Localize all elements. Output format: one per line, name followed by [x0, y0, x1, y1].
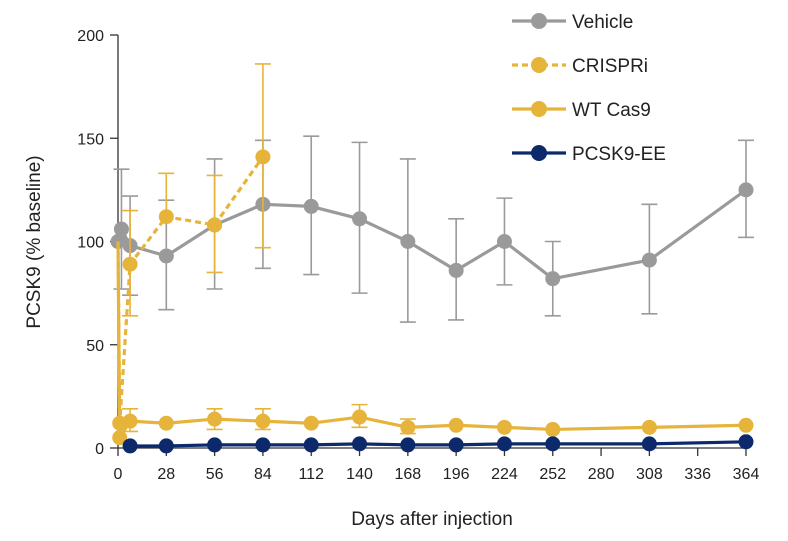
- data-point: [255, 149, 271, 165]
- legend-label: PCSK9-EE: [572, 144, 666, 165]
- x-tick-label: 224: [491, 466, 518, 483]
- series-wt-cas9: [112, 241, 754, 446]
- y-tick-label: 0: [95, 441, 104, 458]
- x-tick-label: 140: [346, 466, 373, 483]
- data-point: [738, 182, 754, 198]
- series-layer: [110, 63, 754, 454]
- data-point: [352, 211, 368, 227]
- data-point: [158, 209, 174, 225]
- data-point: [448, 437, 464, 453]
- legend-marker: [531, 57, 547, 73]
- data-point: [641, 252, 657, 268]
- legend-label: Vehicle: [572, 12, 633, 33]
- y-tick-label: 200: [77, 28, 104, 45]
- series-crispri-error-bars: [122, 63, 271, 317]
- data-point: [545, 271, 561, 287]
- series-crispri-markers: [112, 149, 271, 431]
- data-point: [207, 217, 223, 233]
- x-tick-label: 56: [206, 466, 224, 483]
- data-point: [113, 221, 129, 237]
- legend-item-pcsk9-ee: PCSK9-EE: [512, 144, 666, 165]
- series-vehicle-markers: [110, 182, 754, 287]
- data-point: [738, 434, 754, 450]
- data-point: [400, 419, 416, 435]
- legend-item-crispri: CRISPRi: [512, 56, 648, 77]
- data-point: [448, 262, 464, 278]
- legend-item-wt-cas9: WT Cas9: [512, 100, 651, 121]
- y-axis-title: PCSK9 (% baseline): [24, 155, 45, 328]
- y-tick-label: 50: [86, 338, 104, 355]
- data-point: [496, 436, 512, 452]
- data-point: [352, 436, 368, 452]
- data-point: [255, 413, 271, 429]
- data-point: [496, 419, 512, 435]
- x-tick-label: 280: [588, 466, 615, 483]
- data-point: [112, 430, 128, 446]
- data-point: [207, 437, 223, 453]
- legend-label: WT Cas9: [572, 100, 651, 121]
- data-point: [400, 234, 416, 249]
- x-tick-label: 364: [733, 466, 760, 483]
- data-point: [641, 436, 657, 452]
- data-point: [448, 417, 464, 433]
- y-ticks: 0 50 100 150 200: [77, 28, 118, 458]
- axes: [117, 35, 746, 449]
- data-point: [352, 409, 368, 425]
- x-tick-label: 84: [254, 466, 272, 483]
- data-point: [400, 437, 416, 453]
- x-tick-label: 112: [298, 466, 324, 483]
- x-tick-label: 0: [114, 466, 123, 483]
- data-point: [158, 438, 174, 454]
- legend-marker: [531, 145, 547, 161]
- data-point: [303, 437, 319, 453]
- legend-item-vehicle: Vehicle: [512, 12, 633, 33]
- legend: Vehicle CRISPRi WT Cas9 PCSK9-EE: [512, 12, 666, 165]
- series-pcsk9-ee-markers: [122, 434, 754, 454]
- series-pcsk9-ee-line: [130, 440, 747, 448]
- data-point: [496, 234, 512, 249]
- data-point: [545, 436, 561, 452]
- legend-marker: [531, 101, 547, 117]
- legend-label: CRISPRi: [572, 56, 648, 77]
- x-tick-label: 168: [394, 466, 421, 483]
- data-point: [641, 419, 657, 435]
- series-pcsk9-ee: [122, 434, 754, 454]
- y-tick-label: 100: [77, 235, 104, 252]
- series-wt-cas9-markers: [112, 409, 754, 446]
- data-point: [303, 198, 319, 214]
- x-tick-label: 28: [157, 466, 175, 483]
- x-tick-label: 336: [684, 466, 711, 483]
- data-point: [158, 415, 174, 431]
- data-point: [122, 438, 138, 454]
- x-axis-title: Days after injection: [351, 509, 513, 530]
- data-point: [122, 256, 138, 272]
- data-point: [303, 415, 319, 431]
- data-point: [738, 417, 754, 433]
- series-crispri-line: [116, 155, 265, 425]
- x-tick-label: 252: [539, 466, 566, 483]
- data-point: [255, 437, 271, 453]
- x-tick-label: 308: [636, 466, 663, 483]
- y-tick-label: 150: [77, 131, 104, 148]
- data-point: [158, 248, 174, 264]
- data-point: [545, 421, 561, 437]
- legend-marker: [531, 13, 547, 29]
- x-ticks: 0 28 56 84 112 140 168 196 224 252 280 308 336 364: [114, 448, 760, 483]
- data-point: [207, 411, 223, 427]
- data-point: [122, 413, 138, 429]
- x-tick-label: 196: [443, 466, 470, 483]
